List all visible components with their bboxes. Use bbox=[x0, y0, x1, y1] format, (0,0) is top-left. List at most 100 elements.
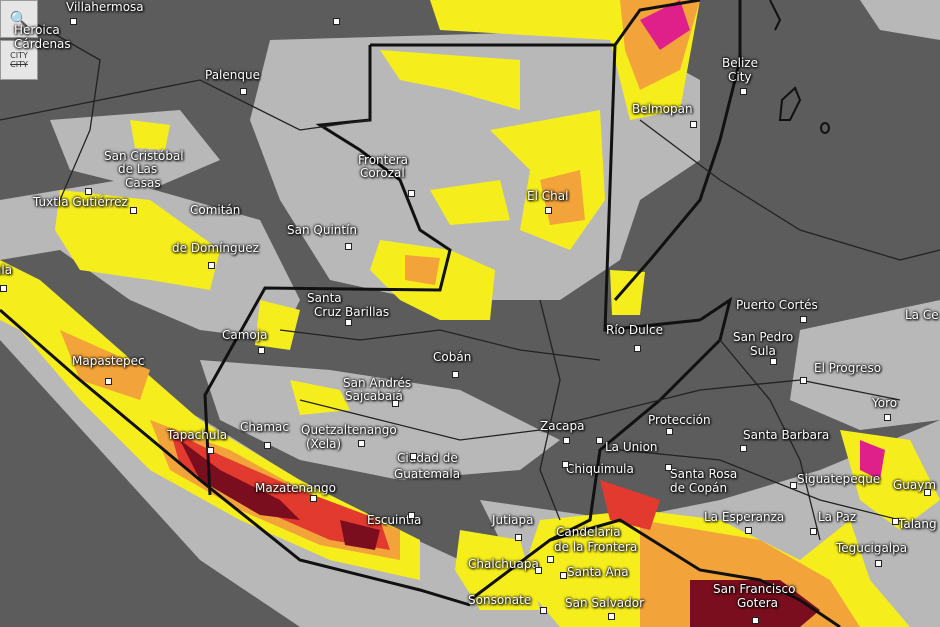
city-label: Chalchuapa bbox=[468, 557, 539, 571]
city-marker bbox=[85, 188, 92, 195]
city-label: Escuintla bbox=[367, 513, 422, 527]
city-label: de Las bbox=[118, 162, 158, 176]
city-label: Sula bbox=[750, 344, 776, 358]
city-marker bbox=[408, 512, 415, 519]
city-marker bbox=[545, 207, 552, 214]
city-marker bbox=[130, 207, 137, 214]
city-marker bbox=[310, 495, 317, 502]
city-label: Mapastepec bbox=[72, 354, 145, 368]
city-label: Río Dulce bbox=[606, 323, 663, 337]
city-marker bbox=[264, 442, 271, 449]
city-marker bbox=[258, 347, 265, 354]
city-label: Villahermosa bbox=[66, 0, 144, 14]
city-marker bbox=[345, 243, 352, 250]
city-label: Candelaria bbox=[556, 525, 621, 539]
city-label: Santa Rosa bbox=[670, 467, 738, 481]
city-label: Chamac bbox=[240, 420, 289, 434]
city-label: Quetzaltenango bbox=[301, 423, 397, 437]
city-label: Puerto Cortés bbox=[736, 298, 818, 312]
city-marker bbox=[884, 414, 891, 421]
intense-precip-layer bbox=[170, 0, 885, 627]
city-marker bbox=[70, 18, 77, 25]
city-marker bbox=[240, 88, 247, 95]
admin-boundaries bbox=[0, 19, 940, 541]
city-marker bbox=[547, 556, 554, 563]
city-label: El Chal bbox=[527, 189, 569, 203]
city-label: Yoro bbox=[872, 396, 898, 410]
city-labels-toggle[interactable]: CITY CITY bbox=[0, 40, 38, 80]
city-marker bbox=[745, 527, 752, 534]
city-marker bbox=[665, 464, 672, 471]
city-label: San Cristóbal bbox=[104, 149, 184, 163]
city-label: ala bbox=[0, 263, 13, 277]
city-marker bbox=[800, 377, 807, 384]
city-label: San Salvador bbox=[565, 596, 645, 610]
city-marker bbox=[800, 316, 807, 323]
city-marker bbox=[770, 358, 777, 365]
city-marker bbox=[535, 567, 542, 574]
city-marker bbox=[810, 528, 817, 535]
zoom-button[interactable]: 🔍 bbox=[0, 0, 38, 38]
city-label: El Progreso bbox=[814, 361, 882, 375]
city-label: San Pedro bbox=[733, 330, 794, 344]
city-toggle-label: CITY bbox=[10, 51, 28, 60]
city-toggle-label-strikethrough: CITY bbox=[10, 60, 28, 69]
city-label: Tapachula bbox=[167, 428, 228, 442]
city-label: (Xela) bbox=[306, 437, 342, 451]
city-label: San Andrés bbox=[343, 376, 412, 390]
city-label: Casas bbox=[125, 176, 161, 190]
belize-cayes bbox=[769, 0, 830, 134]
city-label: Santa Barbara bbox=[743, 428, 830, 442]
city-label: Camoja bbox=[222, 328, 268, 342]
city-marker bbox=[540, 607, 547, 614]
city-label: Cárdenas bbox=[14, 37, 71, 51]
city-label: Frontera bbox=[358, 153, 409, 167]
city-label: Sonsonate bbox=[468, 593, 532, 607]
city-marker bbox=[563, 437, 570, 444]
city-marker bbox=[515, 534, 522, 541]
city-label: La Paz bbox=[818, 510, 857, 524]
city-marker bbox=[105, 378, 112, 385]
city-marker bbox=[452, 371, 459, 378]
city-label: La Union bbox=[605, 440, 658, 454]
city-label: de la Frontera bbox=[554, 540, 638, 554]
city-marker bbox=[740, 88, 747, 95]
city-marker bbox=[924, 489, 931, 496]
city-label: Corozal bbox=[360, 166, 405, 180]
city-marker bbox=[608, 613, 615, 620]
city-label: Ciudad de bbox=[397, 451, 458, 465]
city-marker bbox=[892, 518, 899, 525]
city-label: de Copán bbox=[670, 481, 728, 495]
magnifier-icon: 🔍 bbox=[9, 10, 29, 28]
city-marker bbox=[634, 345, 641, 352]
city-label: Mazatenango bbox=[255, 481, 336, 495]
city-label: San Francisco bbox=[713, 582, 796, 596]
borders bbox=[0, 0, 841, 627]
city-label: La Esperanza bbox=[704, 510, 785, 524]
city-label: La Ce bbox=[905, 308, 939, 322]
city-marker bbox=[562, 461, 569, 468]
city-marker bbox=[666, 428, 673, 435]
city-label: Heroica bbox=[14, 23, 60, 37]
city-label: Santa Ana bbox=[567, 565, 629, 579]
city-label: Jutiapa bbox=[492, 513, 534, 527]
city-label: Siguatepeque bbox=[797, 472, 881, 486]
city-label: Cobán bbox=[433, 350, 472, 364]
city-marker bbox=[752, 617, 759, 624]
city-label: Comitán bbox=[190, 203, 241, 217]
city-marker bbox=[333, 18, 340, 25]
city-label: City bbox=[728, 70, 752, 84]
city-label: Palenque bbox=[205, 68, 260, 82]
city-label: Gotera bbox=[737, 596, 779, 610]
city-label: Talang bbox=[898, 517, 937, 531]
city-marker bbox=[875, 560, 882, 567]
city-marker bbox=[690, 121, 697, 128]
city-label: Sajcabajá bbox=[345, 389, 403, 403]
city-label: Chiquimula bbox=[566, 462, 634, 476]
city-marker bbox=[740, 445, 747, 452]
city-label: Protección bbox=[648, 413, 711, 427]
city-label: Tuxtla Gutiérrez bbox=[33, 195, 128, 209]
city-marker bbox=[410, 453, 417, 460]
